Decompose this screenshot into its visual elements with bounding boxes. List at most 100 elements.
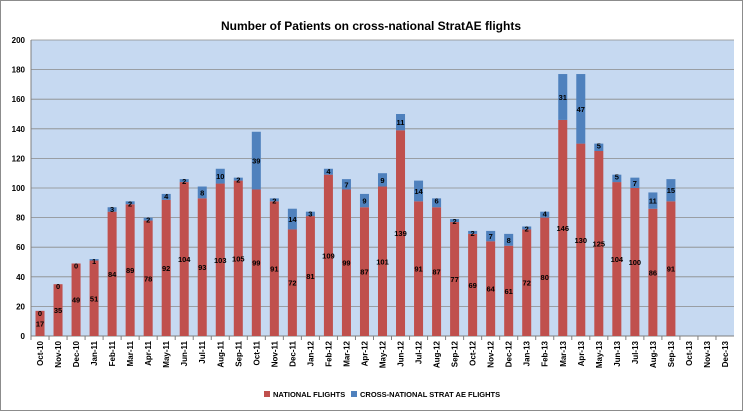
x-tick-label: Jul-12 bbox=[415, 340, 424, 364]
data-label-national: 146 bbox=[556, 224, 569, 233]
x-tick-label: Dec-10 bbox=[72, 340, 81, 367]
x-tick-label: Apr-12 bbox=[360, 340, 369, 366]
bar-national bbox=[125, 204, 135, 336]
data-label-cross-national: 5 bbox=[615, 173, 619, 182]
data-label-cross-national: 2 bbox=[453, 217, 457, 226]
data-label-cross-national: 47 bbox=[577, 105, 585, 114]
y-tick-label: 20 bbox=[16, 302, 25, 311]
bar-cross-national bbox=[504, 233, 514, 246]
bar-cross-national bbox=[648, 192, 658, 209]
x-tick-label: Oct-12 bbox=[469, 340, 478, 365]
x-tick-label: Feb-11 bbox=[108, 340, 117, 366]
bar-cross-national bbox=[450, 219, 460, 223]
data-label-national: 78 bbox=[144, 274, 152, 283]
data-label-national: 84 bbox=[108, 270, 117, 279]
bar-national bbox=[504, 245, 514, 336]
data-label-national: 139 bbox=[394, 229, 407, 238]
bar-cross-national bbox=[558, 74, 568, 120]
bar-national bbox=[558, 119, 568, 336]
data-label-cross-national: 10 bbox=[216, 172, 224, 181]
bar-cross-national bbox=[666, 179, 676, 202]
x-tick-label: Aug-12 bbox=[433, 340, 442, 368]
y-tick-label: 160 bbox=[12, 95, 26, 104]
bar-cross-national bbox=[215, 168, 225, 184]
x-tick-label: Nov-13 bbox=[703, 340, 712, 367]
bar-national bbox=[287, 229, 297, 336]
data-label-cross-national: 4 bbox=[543, 210, 548, 219]
x-tick-label: Dec-11 bbox=[288, 340, 297, 366]
bar-national bbox=[215, 183, 225, 336]
bar-national bbox=[414, 201, 424, 336]
data-label-cross-national: 9 bbox=[380, 176, 384, 185]
y-tick-label: 60 bbox=[16, 243, 25, 252]
x-tick-label: Nov-12 bbox=[487, 340, 496, 367]
legend-swatch bbox=[351, 391, 357, 397]
y-tick-label: 100 bbox=[12, 184, 26, 193]
x-tick-label: May-13 bbox=[595, 340, 604, 368]
data-label-cross-national: 2 bbox=[146, 216, 150, 225]
bar-national bbox=[53, 284, 63, 336]
bar-cross-national bbox=[161, 193, 171, 200]
data-label-national: 35 bbox=[54, 306, 62, 315]
bar-cross-national bbox=[576, 74, 586, 144]
x-tick-label: Apr-13 bbox=[577, 340, 586, 366]
bar-cross-national bbox=[377, 173, 388, 187]
data-label-national: 91 bbox=[414, 265, 422, 274]
data-label-cross-national: 2 bbox=[272, 196, 276, 205]
data-label-cross-national: 15 bbox=[667, 186, 675, 195]
bar-national bbox=[143, 220, 153, 336]
bar-cross-national bbox=[251, 131, 261, 190]
bar-national bbox=[377, 186, 388, 336]
data-label-national: 49 bbox=[72, 296, 80, 305]
data-label-national: 80 bbox=[541, 273, 549, 282]
chart-title: Number of Patients on cross-national Str… bbox=[221, 19, 521, 33]
x-tick-label: Jan-11 bbox=[90, 340, 99, 365]
x-tick-label: Aug-11 bbox=[216, 340, 225, 367]
bar-national bbox=[89, 260, 99, 336]
x-tick-label: Sep-13 bbox=[667, 340, 676, 367]
bar-cross-national bbox=[522, 226, 532, 230]
x-tick-label: Sep-11 bbox=[234, 340, 243, 366]
data-label-cross-national: 0 bbox=[38, 309, 42, 318]
data-label-national: 93 bbox=[198, 263, 206, 272]
x-tick-label: Feb-13 bbox=[541, 340, 550, 366]
data-label-national: 99 bbox=[342, 259, 350, 268]
x-tick-label: Jun-13 bbox=[613, 340, 622, 366]
x-tick-label: May-11 bbox=[162, 340, 171, 367]
bar-cross-national bbox=[323, 168, 333, 175]
bar-cross-national bbox=[233, 177, 243, 181]
x-tick-label: Nov-10 bbox=[54, 340, 63, 367]
y-tick-label: 180 bbox=[12, 66, 26, 75]
bar-national bbox=[432, 207, 442, 336]
data-label-cross-national: 2 bbox=[128, 199, 132, 208]
data-label-cross-national: 2 bbox=[471, 229, 475, 238]
bar-cross-national bbox=[197, 186, 207, 199]
bar-national bbox=[522, 229, 532, 336]
data-label-cross-national: 1 bbox=[92, 257, 96, 266]
data-label-cross-national: 4 bbox=[326, 167, 331, 176]
bar-cross-national bbox=[396, 114, 406, 131]
data-label-cross-national: 8 bbox=[507, 236, 511, 245]
data-label-national: 89 bbox=[126, 266, 134, 275]
data-label-national: 104 bbox=[178, 255, 191, 264]
bar-national bbox=[179, 182, 189, 336]
data-label-national: 91 bbox=[270, 265, 278, 274]
data-label-national: 87 bbox=[360, 268, 368, 277]
bar-cross-national bbox=[305, 211, 315, 217]
data-label-national: 72 bbox=[288, 279, 296, 288]
bar-national bbox=[323, 174, 333, 336]
bar-national bbox=[630, 188, 640, 336]
y-tick-label: 120 bbox=[12, 154, 26, 163]
data-label-national: 86 bbox=[649, 268, 657, 277]
y-tick-label: 140 bbox=[12, 125, 26, 134]
x-tick-label: Oct-13 bbox=[685, 340, 694, 365]
data-label-national: 81 bbox=[306, 272, 314, 281]
data-label-national: 130 bbox=[575, 236, 588, 245]
x-tick-label: Feb-12 bbox=[324, 340, 333, 366]
plot-area: 020406080100120140160180200Oct-10170Nov-… bbox=[12, 36, 734, 368]
data-label-cross-national: 11 bbox=[397, 118, 405, 127]
x-tick-label: May-12 bbox=[379, 340, 388, 368]
data-label-cross-national: 2 bbox=[182, 177, 186, 186]
x-tick-label: Sep-12 bbox=[451, 340, 460, 367]
